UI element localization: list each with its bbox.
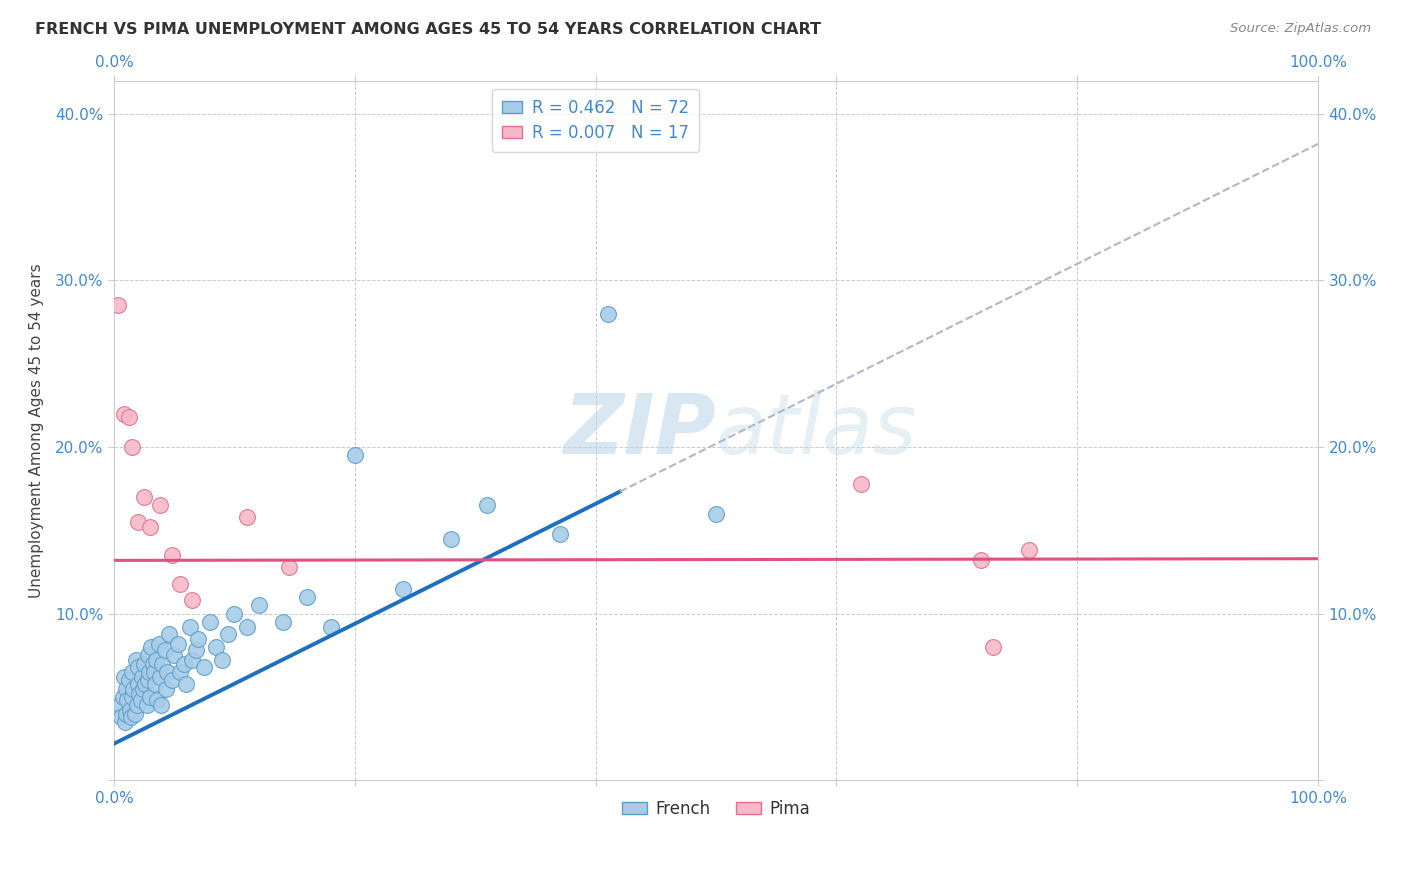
Point <box>117 673 139 688</box>
Point <box>143 676 166 690</box>
Text: FRENCH VS PIMA UNEMPLOYMENT AMONG AGES 45 TO 54 YEARS CORRELATION CHART: FRENCH VS PIMA UNEMPLOYMENT AMONG AGES 4… <box>35 22 821 37</box>
Point <box>160 673 183 688</box>
Point <box>181 593 204 607</box>
Point <box>127 515 149 529</box>
Point <box>981 640 1004 654</box>
Point <box>193 660 215 674</box>
Point <box>187 632 209 646</box>
Point <box>849 476 872 491</box>
Point <box>111 690 134 704</box>
Point <box>115 706 138 721</box>
Point <box>596 307 619 321</box>
Point <box>148 637 170 651</box>
Point <box>112 670 135 684</box>
Point <box>343 449 366 463</box>
Point <box>125 698 148 713</box>
Point <box>108 698 131 713</box>
Point <box>121 690 143 704</box>
Point <box>247 599 270 613</box>
Point <box>160 549 183 563</box>
Point <box>136 648 159 663</box>
Point <box>149 670 172 684</box>
Point <box>184 643 207 657</box>
Point <box>179 620 201 634</box>
Point <box>211 653 233 667</box>
Point <box>142 665 165 679</box>
Point <box>131 670 153 684</box>
Point <box>146 693 169 707</box>
Point <box>136 673 159 688</box>
Point <box>392 582 415 596</box>
Point <box>127 660 149 674</box>
Point <box>107 298 129 312</box>
Point <box>134 676 156 690</box>
Point <box>132 681 155 696</box>
Point <box>139 690 162 704</box>
Point <box>149 499 172 513</box>
Point <box>163 648 186 663</box>
Point <box>477 499 499 513</box>
Point <box>217 626 239 640</box>
Point <box>200 615 222 629</box>
Point <box>110 710 132 724</box>
Point <box>124 706 146 721</box>
Point <box>150 698 173 713</box>
Point <box>548 526 571 541</box>
Point <box>141 640 163 654</box>
Point <box>440 532 463 546</box>
Point <box>115 681 138 696</box>
Point <box>169 576 191 591</box>
Point <box>129 693 152 707</box>
Legend: French, Pima: French, Pima <box>616 793 817 824</box>
Text: ZIP: ZIP <box>564 390 716 471</box>
Point <box>169 665 191 679</box>
Point <box>135 698 157 713</box>
Point <box>118 703 141 717</box>
Point <box>235 510 257 524</box>
Point <box>271 615 294 629</box>
Point <box>145 653 167 667</box>
Point <box>117 693 139 707</box>
Point <box>125 653 148 667</box>
Point <box>205 640 228 654</box>
Point <box>138 665 160 679</box>
Point <box>295 590 318 604</box>
Point <box>128 687 150 701</box>
Point <box>176 676 198 690</box>
Point <box>150 657 173 671</box>
Point <box>153 643 176 657</box>
Point <box>134 657 156 671</box>
Point <box>319 620 342 634</box>
Point <box>970 553 993 567</box>
Point <box>121 665 143 679</box>
Y-axis label: Unemployment Among Ages 45 to 54 years: Unemployment Among Ages 45 to 54 years <box>30 263 44 598</box>
Point <box>159 626 181 640</box>
Point <box>120 710 142 724</box>
Point <box>167 637 190 651</box>
Point <box>139 520 162 534</box>
Point <box>704 507 727 521</box>
Point <box>181 653 204 667</box>
Point <box>173 657 195 671</box>
Point <box>112 407 135 421</box>
Point <box>114 714 136 729</box>
Point <box>134 490 156 504</box>
Point <box>277 560 299 574</box>
Point <box>224 607 246 621</box>
Point <box>121 440 143 454</box>
Point <box>122 681 145 696</box>
Point <box>142 657 165 671</box>
Point <box>156 665 179 679</box>
Point <box>235 620 257 634</box>
Point <box>155 681 177 696</box>
Point <box>117 410 139 425</box>
Point <box>1018 543 1040 558</box>
Point <box>127 676 149 690</box>
Text: Source: ZipAtlas.com: Source: ZipAtlas.com <box>1230 22 1371 36</box>
Text: atlas: atlas <box>716 390 918 471</box>
